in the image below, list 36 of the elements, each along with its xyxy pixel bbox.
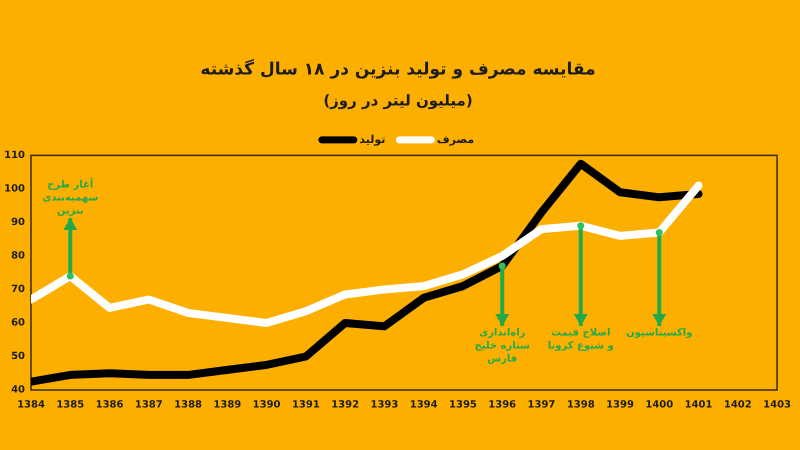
y-tick-label: 50 <box>11 351 26 362</box>
x-tick-label: 1397 <box>528 400 556 411</box>
annotation: راه‌اندازی ستاره خلیج فارس <box>474 328 530 365</box>
x-tick-label: 1388 <box>174 400 202 411</box>
x-tick-label: 1402 <box>724 400 752 411</box>
x-tick-label: 1386 <box>96 400 124 411</box>
x-tick-label: 1394 <box>410 400 438 411</box>
x-tick-label: 1399 <box>606 400 634 411</box>
y-tick-label: 90 <box>11 217 26 228</box>
y-tick-label: 110 <box>4 150 26 161</box>
x-tick-label: 1398 <box>566 400 595 411</box>
legend-label: تولید <box>359 132 386 146</box>
chart-subtitle: (میلیون لیتر در روز) <box>323 91 473 110</box>
annotation: اصلاح قیمت و شیوع کرونا <box>548 328 614 352</box>
x-tick-label: 1387 <box>134 400 163 411</box>
x-tick-label: 1403 <box>763 400 792 411</box>
x-tick-label: 1391 <box>292 400 320 411</box>
x-tick-label: 1389 <box>213 400 242 411</box>
legend-label: مصرف <box>436 132 474 146</box>
annotation: واکسیناسیون <box>626 328 692 339</box>
x-tick-label: 1401 <box>684 400 712 411</box>
y-tick-label: 70 <box>11 284 26 296</box>
x-tick-label: 1393 <box>370 400 398 411</box>
x-tick-label: 1384 <box>17 400 45 411</box>
x-tick-label: 1385 <box>56 400 84 411</box>
y-tick-label: 60 <box>11 318 26 329</box>
y-tick-label: 80 <box>11 250 26 262</box>
chart-title: مقایسه مصرف و تولید بنزین در ۱۸ سال گذشته <box>200 58 596 80</box>
x-tick-label: 1396 <box>488 400 516 411</box>
x-tick-label: 1392 <box>331 400 360 411</box>
y-tick-label: 40 <box>11 384 26 396</box>
x-tick-label: 1400 <box>645 400 674 411</box>
y-tick-label: 100 <box>4 184 26 195</box>
x-tick-label: 1390 <box>252 400 281 411</box>
annotation: آغاز طرح سهمیه‌بندی بنزین <box>42 178 98 217</box>
x-tick-label: 1395 <box>449 400 477 411</box>
